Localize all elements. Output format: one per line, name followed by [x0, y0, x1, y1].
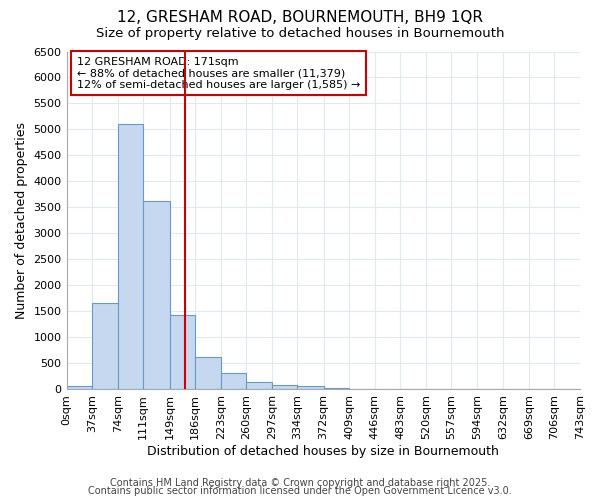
Bar: [118, 124, 143, 389]
Text: 12, GRESHAM ROAD, BOURNEMOUTH, BH9 1QR: 12, GRESHAM ROAD, BOURNEMOUTH, BH9 1QR: [117, 10, 483, 25]
Text: 12 GRESHAM ROAD: 171sqm
← 88% of detached houses are smaller (11,379)
12% of sem: 12 GRESHAM ROAD: 171sqm ← 88% of detache…: [77, 56, 360, 90]
Bar: [323, 388, 349, 389]
Text: Contains public sector information licensed under the Open Government Licence v3: Contains public sector information licen…: [88, 486, 512, 496]
Bar: [195, 357, 221, 389]
X-axis label: Distribution of detached houses by size in Bournemouth: Distribution of detached houses by size …: [148, 444, 499, 458]
Bar: [170, 314, 195, 389]
Text: Size of property relative to detached houses in Bournemouth: Size of property relative to detached ho…: [96, 28, 504, 40]
Bar: [67, 386, 92, 389]
Bar: [221, 373, 246, 389]
Bar: [272, 385, 298, 389]
Bar: [246, 382, 272, 389]
Y-axis label: Number of detached properties: Number of detached properties: [15, 122, 28, 318]
Text: Contains HM Land Registry data © Crown copyright and database right 2025.: Contains HM Land Registry data © Crown c…: [110, 478, 490, 488]
Bar: [92, 304, 118, 389]
Bar: [298, 386, 323, 389]
Bar: [143, 200, 170, 389]
